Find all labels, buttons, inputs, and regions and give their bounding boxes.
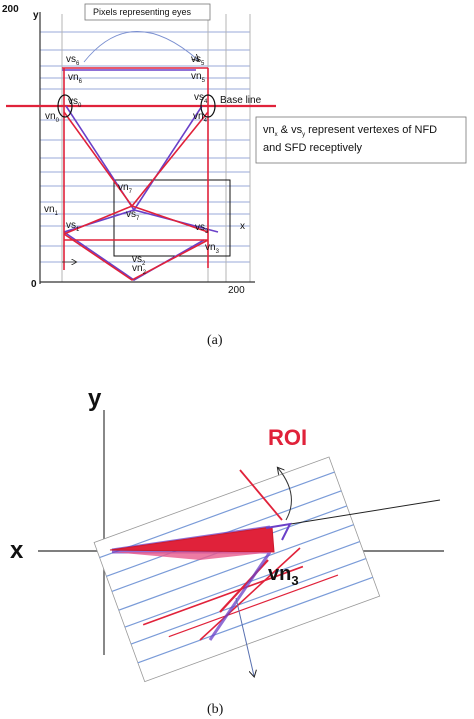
eyes-label: Pixels representing eyes [93,7,192,17]
note-box: vnx & vsy represent vertexes of NFD and … [255,116,467,164]
vertex-vs4: vs4 [194,92,208,105]
roi-triangle-b-pink [112,552,274,560]
x-axis-label-b: x [10,537,24,564]
down-arrow-b [235,597,254,676]
panel-b: y x [10,385,444,717]
roi-label: ROI [268,425,307,450]
vertex-vs3: vs3 [195,222,209,235]
vertex-vn6: vn6 [68,72,83,85]
note-line-2: and SFD receptively [263,142,363,154]
y-max-tick: 200 [2,4,19,15]
ray-line-b [271,499,441,528]
vertex-vn2: vn2 [132,263,147,276]
y-axis-label-a: y [33,10,39,21]
vertex-vn5: vn5 [191,71,206,84]
vertex-vs2: vs2 [132,254,146,267]
y-axis-label-b: y [88,385,102,412]
sfd-shape [62,69,219,281]
vertex-labels: vs6 vn6 vs5 vn5 vs0 vn0 vs4 vn4 vn7 vs7 … [44,54,220,276]
roi-rectangle-a [113,179,231,257]
origin-tick: 0 [31,279,37,290]
vertex-arrow-b [265,522,292,541]
roi-triangle-b [109,526,275,553]
nfd-shape [62,67,209,281]
vn3-label-b: vn3 [268,563,299,588]
caption-a: (a) [207,333,223,348]
panel-a: 200 y 0 200 x Pixels representing eyes B… [2,3,467,348]
x-axis-label-a: x [240,221,245,232]
left-eye-circle [57,94,73,118]
up-arrow-b [278,468,292,521]
vertex-vs0: vs0 [68,96,82,109]
vertex-vs6: vs6 [66,54,80,67]
vertex-vn4: vn4 [193,111,208,124]
vertex-vs5: vs5 [191,54,205,67]
vertex-vn3: vn3 [205,242,220,255]
base-line-label: Base line [220,95,262,106]
caption-b: (b) [207,702,224,717]
vertex-vs7: vs7 [126,209,140,222]
vertex-vs1: vs1 [66,220,80,233]
x-max-tick: 200 [228,285,245,296]
roi-box-b [93,456,381,683]
note-line-1: vnx & vsy represent vertexes of NFD [263,124,437,138]
vertex-vn0: vn0 [45,111,60,124]
vertex-vn7: vn7 [118,182,133,195]
right-eye-circle [200,94,216,118]
eyes-callout: Pixels representing eyes [83,3,211,63]
vertex-vn1: vn1 [44,204,59,217]
